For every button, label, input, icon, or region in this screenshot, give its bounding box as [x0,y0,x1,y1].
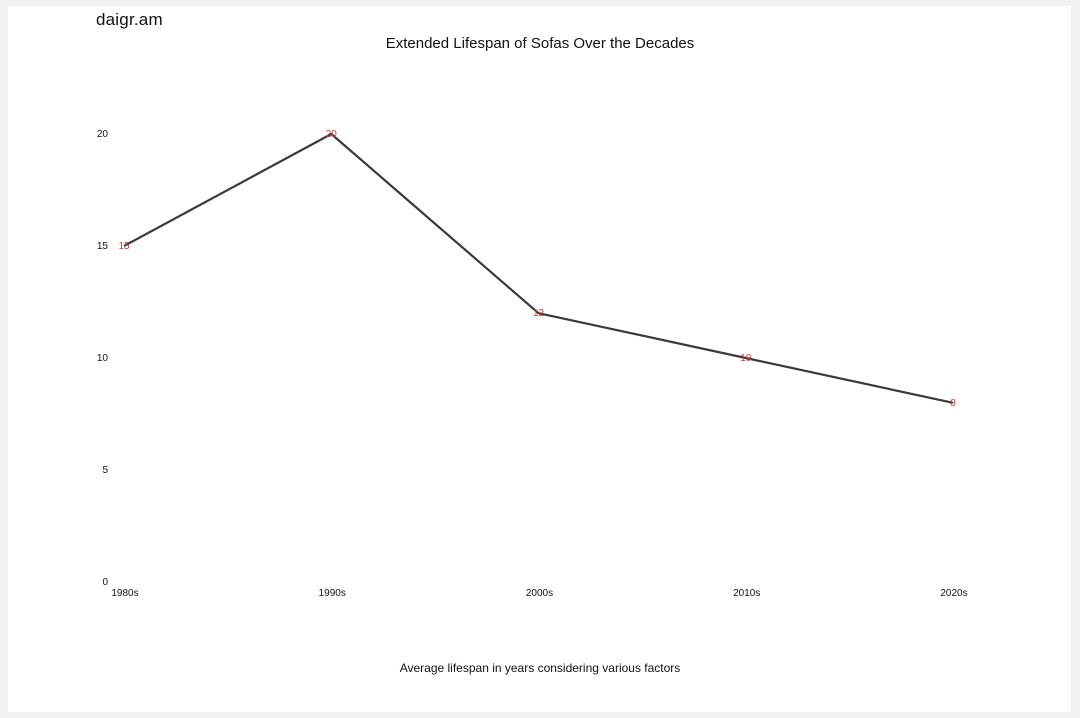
y-tick-label: 15 [97,241,109,252]
x-axis-ticks: 1980s 1990s 2000s 2010s 2020s [111,588,967,599]
data-label: 12 [533,308,545,319]
data-label: 10 [740,353,752,364]
y-tick-label: 10 [97,353,109,364]
x-tick-label: 2010s [733,588,760,599]
y-tick-label: 20 [97,129,109,140]
data-label: 15 [118,241,130,252]
data-label: 20 [326,129,338,140]
watermark-logo: daigr.am [96,10,163,29]
chart-title: Extended Lifespan of Sofas Over the Deca… [386,35,695,52]
x-tick-label: 1980s [111,588,138,599]
chart-frame [8,6,1071,712]
x-tick-label: 2020s [940,588,967,599]
y-tick-label: 5 [102,465,108,476]
data-label: 8 [950,398,956,409]
y-tick-label: 0 [102,577,108,588]
chart-caption: Average lifespan in years considering va… [400,661,681,675]
x-tick-label: 1990s [319,588,346,599]
y-axis-ticks: 0 5 10 15 20 [97,129,109,588]
series-line [123,132,954,404]
x-tick-label: 2000s [526,588,553,599]
data-labels: 15 20 12 10 8 [118,129,956,409]
